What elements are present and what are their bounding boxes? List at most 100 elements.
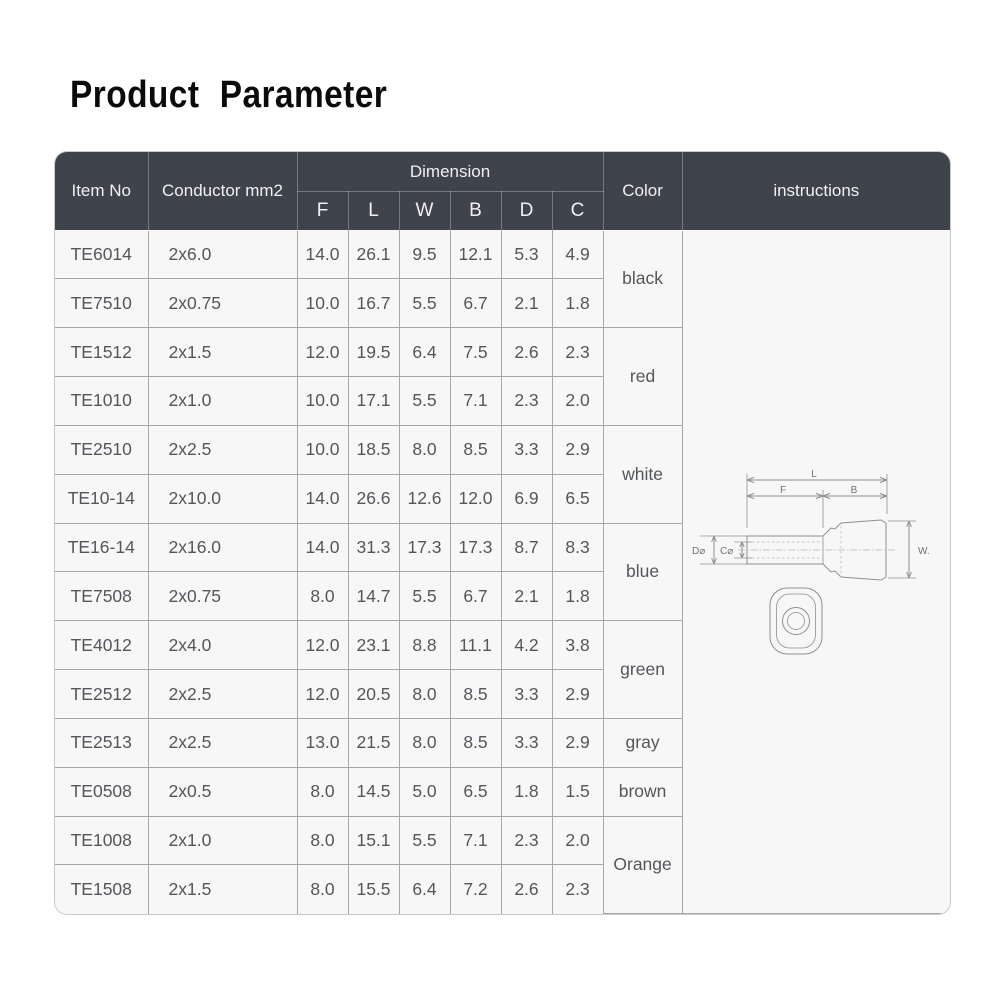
cell-conductor: 2x1.0 <box>147 376 298 426</box>
header-row-top: Item No Conductor mm2 Dimension Color in… <box>55 152 950 231</box>
cell-dim-f: 8.0 <box>296 766 349 817</box>
cell-dim-w: 5.5 <box>398 571 451 622</box>
cell-dim-d: 4.2 <box>500 620 553 671</box>
cell-dim-f: 8.0 <box>296 571 349 622</box>
cell-item-no: TE10-14 <box>55 473 149 524</box>
cell-conductor: 2x2.5 <box>147 669 298 719</box>
cell-dim-b: 12.0 <box>449 473 502 524</box>
cell-dim-c: 2.0 <box>551 815 604 866</box>
cell-conductor: 2x16.0 <box>147 522 298 573</box>
table-row: TE6014 2x6.0 14.0 26.1 9.5 12.1 5.3 4.9 black L … <box>55 230 950 915</box>
cell-item-no: TE7510 <box>55 278 149 329</box>
cell-conductor: 2x1.0 <box>147 815 298 866</box>
cell-dim-w: 5.5 <box>398 815 451 866</box>
cell-dim-l: 26.6 <box>347 473 400 524</box>
cell-conductor: 2x1.5 <box>147 864 298 914</box>
cell-item-no: TE2510 <box>55 424 149 475</box>
cell-dim-c: 1.5 <box>551 766 604 817</box>
cell-color: Orange <box>602 815 683 915</box>
table-row: TE0508 2x0.5 8.0 14.5 5.0 6.5 1.8 1.5 brown <box>55 766 950 817</box>
cell-dim-b: 6.5 <box>449 766 502 817</box>
cell-dim-f: 10.0 <box>296 424 349 475</box>
cell-dim-d: 1.8 <box>500 766 553 817</box>
cell-item-no: TE16-14 <box>55 522 149 573</box>
cell-item-no: TE1008 <box>55 815 149 866</box>
table-row: TE1008 2x1.0 8.0 15.1 5.5 7.1 2.3 2.0 Orange <box>55 815 950 915</box>
cell-dim-b: 6.7 <box>449 571 502 622</box>
cell-conductor: 2x6.0 <box>147 230 298 280</box>
cell-dim-b: 17.3 <box>449 522 502 573</box>
cell-dim-b: 8.5 <box>449 669 502 719</box>
cell-dim-c: 3.8 <box>551 620 604 671</box>
cell-conductor: 2x2.5 <box>147 717 298 768</box>
ferrule-technical-drawing: L F B D⌀ C⌀ <box>692 469 930 655</box>
cell-dim-w: 8.0 <box>398 424 451 475</box>
cell-dim-c: 4.9 <box>551 230 604 280</box>
cell-dim-d: 2.6 <box>500 327 553 378</box>
table-row: TE1512 2x1.5 12.0 19.5 6.4 7.5 2.6 2.3 red <box>55 327 950 426</box>
cell-dim-l: 17.1 <box>347 376 400 426</box>
cell-dim-b: 7.1 <box>449 376 502 426</box>
cell-dim-b: 11.1 <box>449 620 502 671</box>
cell-item-no: TE4012 <box>55 620 149 671</box>
dim-label-C: C⌀ <box>720 546 733 557</box>
cell-dim-b: 8.5 <box>449 717 502 768</box>
cell-color: black <box>602 230 683 329</box>
cell-item-no: TE7508 <box>55 571 149 622</box>
cell-dim-w: 8.0 <box>398 717 451 768</box>
cell-dim-w: 8.0 <box>398 669 451 719</box>
dim-label-D: D⌀ <box>692 546 705 557</box>
cell-dim-w: 6.4 <box>398 864 451 914</box>
cell-color: red <box>602 327 683 426</box>
cell-item-no: TE1508 <box>55 864 149 914</box>
cell-item-no: TE0508 <box>55 766 149 817</box>
header-dim-b: B <box>449 191 502 230</box>
header-dim-l: L <box>347 191 400 230</box>
cell-item-no: TE6014 <box>55 230 149 280</box>
cell-dim-c: 8.3 <box>551 522 604 573</box>
cell-dim-l: 18.5 <box>347 424 400 475</box>
cell-dim-d: 2.3 <box>500 815 553 866</box>
header-dim-d: D <box>500 191 553 230</box>
cell-item-no: TE2512 <box>55 669 149 719</box>
cell-dim-f: 10.0 <box>296 278 349 329</box>
cell-dim-b: 7.2 <box>449 864 502 914</box>
cell-dim-l: 15.5 <box>347 864 400 914</box>
cell-dim-d: 2.6 <box>500 864 553 914</box>
cell-dim-d: 3.3 <box>500 424 553 475</box>
cell-dim-d: 2.1 <box>500 571 553 622</box>
cell-dim-d: 5.3 <box>500 230 553 280</box>
table-row: TE4012 2x4.0 12.0 23.1 8.8 11.1 4.2 3.8 green <box>55 620 950 719</box>
cell-dim-l: 14.7 <box>347 571 400 622</box>
header-color: Color <box>602 152 683 231</box>
cell-dim-c: 2.0 <box>551 376 604 426</box>
cell-dim-d: 2.1 <box>500 278 553 329</box>
header-instructions: instructions <box>681 152 950 231</box>
cell-dim-f: 8.0 <box>296 815 349 866</box>
header-row-dimension-sub: F L W B D C <box>55 191 950 230</box>
table-row: TE7510 2x0.75 10.0 16.7 5.5 6.7 2.1 1.8 <box>55 278 950 329</box>
cell-dim-d: 3.3 <box>500 717 553 768</box>
cell-dim-f: 12.0 <box>296 669 349 719</box>
cell-color: green <box>602 620 683 719</box>
product-parameter-table: Item No Conductor mm2 Dimension Color in… <box>55 152 950 915</box>
header-conductor: Conductor mm2 <box>147 152 298 231</box>
cell-dim-c: 2.3 <box>551 864 604 914</box>
header-item-no: Item No <box>55 152 149 231</box>
cell-dim-f: 12.0 <box>296 620 349 671</box>
cell-dim-f: 14.0 <box>296 473 349 524</box>
cell-conductor: 2x1.5 <box>147 327 298 378</box>
cell-dim-b: 12.1 <box>449 230 502 280</box>
cell-dim-c: 2.9 <box>551 717 604 768</box>
table-row: TE1508 2x1.5 8.0 15.5 6.4 7.2 2.6 2.3 <box>55 864 950 914</box>
cell-dim-w: 12.6 <box>398 473 451 524</box>
cell-dim-c: 2.9 <box>551 424 604 475</box>
cell-dim-f: 12.0 <box>296 327 349 378</box>
cell-conductor: 2x0.5 <box>147 766 298 817</box>
header-dim-c: C <box>551 191 604 230</box>
cell-dim-d: 3.3 <box>500 669 553 719</box>
cell-dim-f: 10.0 <box>296 376 349 426</box>
cell-dim-c: 1.8 <box>551 278 604 329</box>
cell-dim-f: 14.0 <box>296 522 349 573</box>
cell-dim-f: 8.0 <box>296 864 349 914</box>
